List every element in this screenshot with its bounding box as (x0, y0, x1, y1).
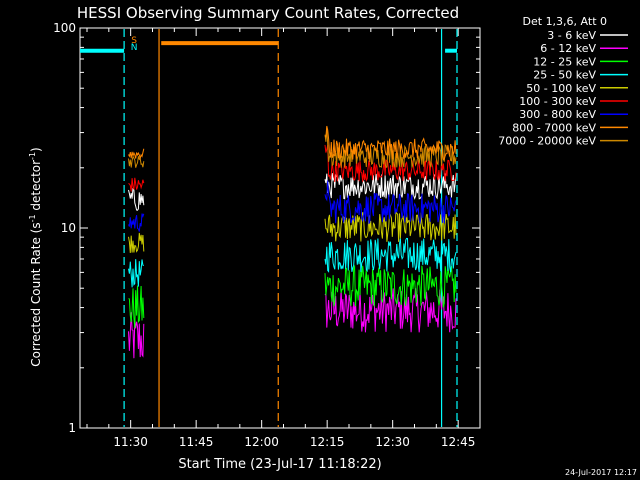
y-axis-label-main: Corrected Count Rate (s (29, 222, 43, 366)
legend-entry-label: 12 - 25 keV (533, 55, 596, 68)
x-tick-label: 12:45 (441, 435, 476, 449)
series-line (128, 312, 145, 359)
y-tick-label: 100 (53, 21, 76, 35)
series-line (324, 144, 457, 183)
plot-area: 11:30 11:45 12:00 12:15 12:30 12:45 1 10 100 SN (53, 21, 481, 449)
footer-timestamp: 24-Jul-2017 12:17 (565, 468, 637, 477)
series-line (128, 155, 145, 168)
series-line (128, 259, 144, 288)
legend-entry-label: 6 - 12 keV (540, 42, 596, 55)
x-tick-label: 12:30 (375, 435, 410, 449)
series-line (128, 177, 145, 192)
y-axis-label-mid: detector (29, 160, 43, 215)
x-tick-label: 11:45 (179, 435, 214, 449)
legend-entry-label: 25 - 50 keV (533, 69, 596, 82)
series-line (128, 232, 145, 253)
series-line (324, 125, 457, 161)
legend-entry-label: 7000 - 20000 keV (498, 135, 596, 148)
series-line (128, 148, 145, 161)
y-axis-label-end: ) (29, 147, 43, 152)
legend-entry-label: 800 - 7000 keV (512, 121, 596, 134)
series-line (128, 213, 145, 232)
annotation-label: N (131, 43, 138, 53)
legend-entry-label: 100 - 300 keV (519, 95, 596, 108)
y-tick-label: 1 (68, 421, 76, 435)
series-line (324, 237, 457, 273)
series-line (324, 288, 457, 333)
x-tick-label: 11:30 (113, 435, 148, 449)
y-axis-label: Corrected Count Rate (s-1 detector-1) (28, 147, 43, 366)
legend-entry-label: 3 - 6 keV (547, 29, 596, 42)
series-line (128, 187, 145, 211)
y-axis-label-sup2: -1 (28, 152, 37, 160)
series-line (128, 285, 145, 329)
series-line (324, 180, 457, 225)
legend-entry-label: 50 - 100 keV (526, 82, 596, 95)
y-axis-label-sup1: -1 (28, 214, 37, 222)
series-line (324, 211, 457, 242)
y-tick-label: 10 (61, 221, 76, 235)
x-axis-label: Start Time (23-Jul-17 11:18:22) (178, 457, 381, 472)
chart-title: HESSI Observing Summary Count Rates, Cor… (77, 4, 459, 22)
x-tick-label: 12:15 (310, 435, 345, 449)
annotation-label: S (131, 36, 137, 46)
legend-header: Det 1,3,6, Att 0 (523, 15, 607, 28)
x-tick-label: 12:00 (244, 435, 279, 449)
legend-entry-label: 300 - 800 keV (519, 108, 596, 121)
series-line (324, 264, 457, 308)
